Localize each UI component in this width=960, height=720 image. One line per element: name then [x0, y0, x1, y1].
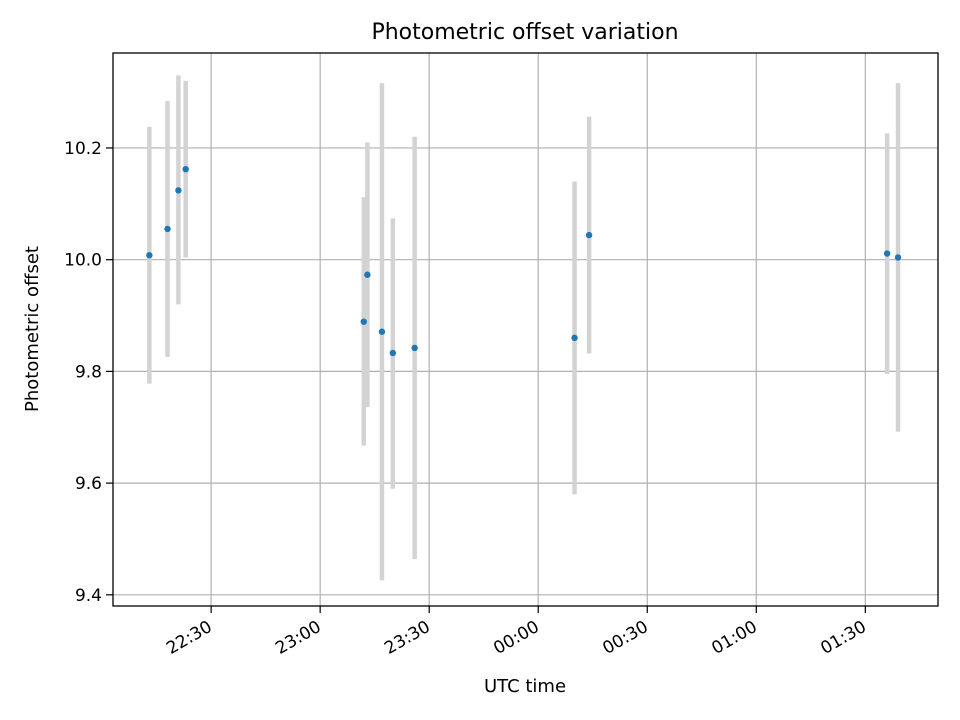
x-axis-label: UTC time: [484, 676, 566, 697]
data-points: [146, 165, 902, 357]
data-point: [585, 231, 593, 239]
data-point: [894, 254, 902, 261]
plot-frame: [112, 52, 939, 607]
data-point: [146, 252, 153, 259]
grid: [113, 53, 938, 606]
y-tick-label: 9.4: [75, 586, 102, 606]
data-point: [175, 187, 182, 194]
data-point: [411, 344, 418, 352]
data-point: [360, 318, 367, 325]
y-axis-ticks: 9.4 9.6 9.8 10.0 10.2: [64, 139, 113, 606]
data-point: [389, 349, 397, 357]
data-point: [378, 328, 386, 335]
chart-title: Photometric offset variation: [371, 20, 678, 45]
data-point: [364, 271, 371, 278]
data-point: [164, 225, 171, 233]
y-tick-label: 9.8: [75, 362, 102, 382]
data-point: [883, 250, 891, 257]
y-axis-label: Photometric offset: [22, 246, 43, 412]
y-tick-label: 9.6: [75, 474, 102, 494]
y-tick-label: 10.0: [64, 251, 102, 271]
data-point: [182, 165, 189, 173]
y-tick-label: 10.2: [64, 139, 102, 159]
data-point: [571, 334, 578, 342]
